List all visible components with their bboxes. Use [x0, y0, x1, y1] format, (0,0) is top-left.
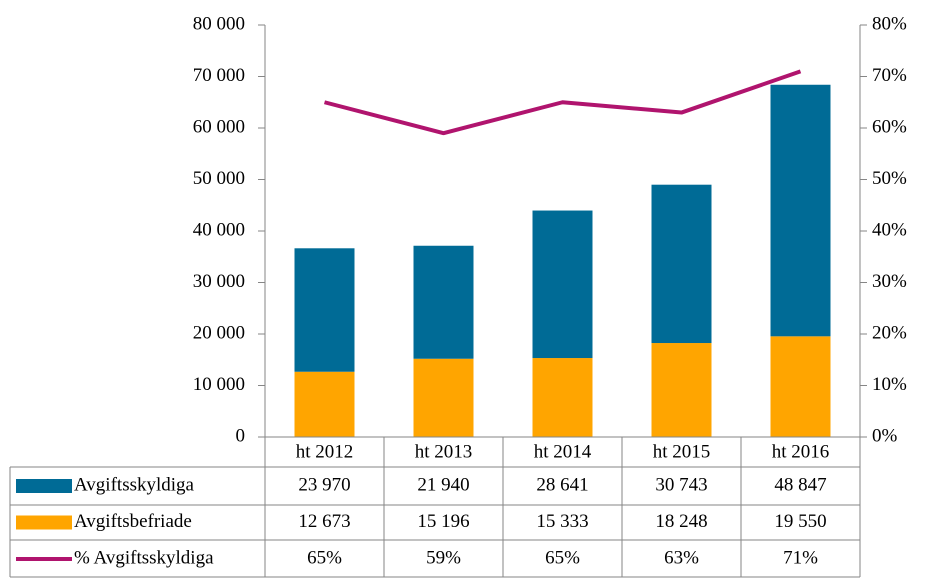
line — [323, 69, 802, 136]
bar — [413, 358, 474, 437]
y2-tick-label: 40% — [872, 219, 907, 240]
table-value: 23 970 — [298, 474, 350, 495]
y2-tick-label: 70% — [872, 65, 907, 86]
bar — [532, 358, 593, 437]
y2-tick-label: 80% — [872, 13, 907, 34]
table-value: 65% — [307, 547, 342, 568]
y-tick-label: 30 000 — [193, 271, 245, 292]
x-tick-label: ht 2016 — [772, 441, 830, 462]
x-tick-label: ht 2014 — [534, 441, 592, 462]
legend-label: Avgiftsbefriade — [74, 511, 192, 532]
table-value: 18 248 — [655, 511, 707, 532]
table-value: 21 940 — [417, 474, 469, 495]
bar — [294, 248, 355, 372]
table-value: 71% — [783, 547, 818, 568]
y-tick-label: 80 000 — [193, 13, 245, 34]
table-value: 12 673 — [298, 511, 350, 532]
y2-tick-label: 30% — [872, 271, 907, 292]
x-tick-label: ht 2015 — [653, 441, 711, 462]
y-tick-label: 50 000 — [193, 168, 245, 189]
bar — [532, 210, 593, 359]
x-tick-label: ht 2013 — [415, 441, 473, 462]
legend-label: Avgiftsskyldiga — [74, 474, 195, 495]
bar — [651, 184, 712, 344]
bar — [770, 336, 831, 437]
table-value: 65% — [545, 547, 580, 568]
table-value: 19 550 — [774, 511, 826, 532]
bar — [651, 343, 712, 437]
table-value: 63% — [664, 547, 699, 568]
y-tick-label: 0 — [236, 425, 246, 446]
y2-tick-label: 10% — [872, 374, 907, 395]
y-tick-label: 40 000 — [193, 219, 245, 240]
legend-label: % Avgiftsskyldiga — [74, 547, 214, 568]
y2-tick-label: 0% — [872, 425, 898, 446]
y-tick-label: 60 000 — [193, 116, 245, 137]
table-value: 15 196 — [417, 511, 469, 532]
y-tick-label: 70 000 — [193, 65, 245, 86]
y-tick-label: 20 000 — [193, 322, 245, 343]
bar — [413, 245, 474, 359]
bar — [294, 371, 355, 437]
bar — [770, 84, 831, 337]
y-tick-label: 10 000 — [193, 374, 245, 395]
x-tick-label: ht 2012 — [296, 441, 354, 462]
y2-tick-label: 20% — [872, 322, 907, 343]
y2-tick-label: 50% — [872, 168, 907, 189]
table-value: 15 333 — [536, 511, 588, 532]
table-value: 48 847 — [774, 474, 826, 495]
table-value: 28 641 — [536, 474, 588, 495]
legend-swatch — [16, 479, 72, 493]
y2-tick-label: 60% — [872, 116, 907, 137]
table-value: 30 743 — [655, 474, 707, 495]
table-value: 59% — [426, 547, 461, 568]
legend-swatch — [16, 515, 72, 530]
